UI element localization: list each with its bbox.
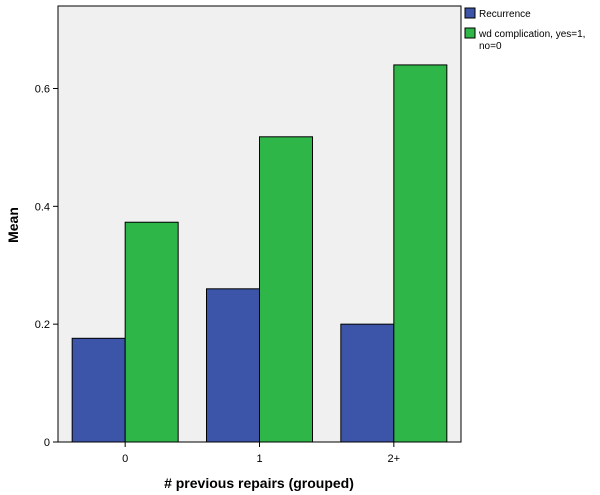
x-axis: 0 1 2+ (122, 442, 400, 465)
y-tick-label: 0.2 (35, 319, 50, 331)
y-axis: 0 0.2 0.4 0.6 (35, 83, 58, 449)
x-tick-label: 0 (122, 453, 128, 465)
bar-recurrence-2 (340, 323, 395, 443)
bars-group (71, 64, 448, 443)
legend-swatch-wd-complication (464, 27, 476, 39)
bar-wd-complication-2 (393, 64, 448, 443)
bar-wd-complication-1 (259, 136, 313, 443)
x-tick-label: 1 (256, 453, 262, 465)
y-tick-label: 0 (44, 437, 50, 449)
legend-label-wd-complication: wd complication, yes=1, no=0 (478, 29, 585, 52)
x-tick-label: 2+ (388, 453, 401, 465)
bar-recurrence-1 (206, 288, 260, 443)
x-axis-title: # previous repairs (grouped) (164, 475, 354, 491)
legend: Recurrence wd complication, yes=1, no=0 (464, 7, 585, 52)
y-axis-title: Mean (5, 207, 21, 243)
bar-recurrence-0 (71, 337, 126, 443)
legend-label-recurrence: Recurrence (479, 9, 531, 20)
legend-swatch-recurrence (464, 7, 476, 19)
bar-wd-complication-0 (124, 221, 179, 443)
y-tick-label: 0.6 (35, 83, 50, 95)
y-tick-label: 0.4 (35, 201, 50, 213)
